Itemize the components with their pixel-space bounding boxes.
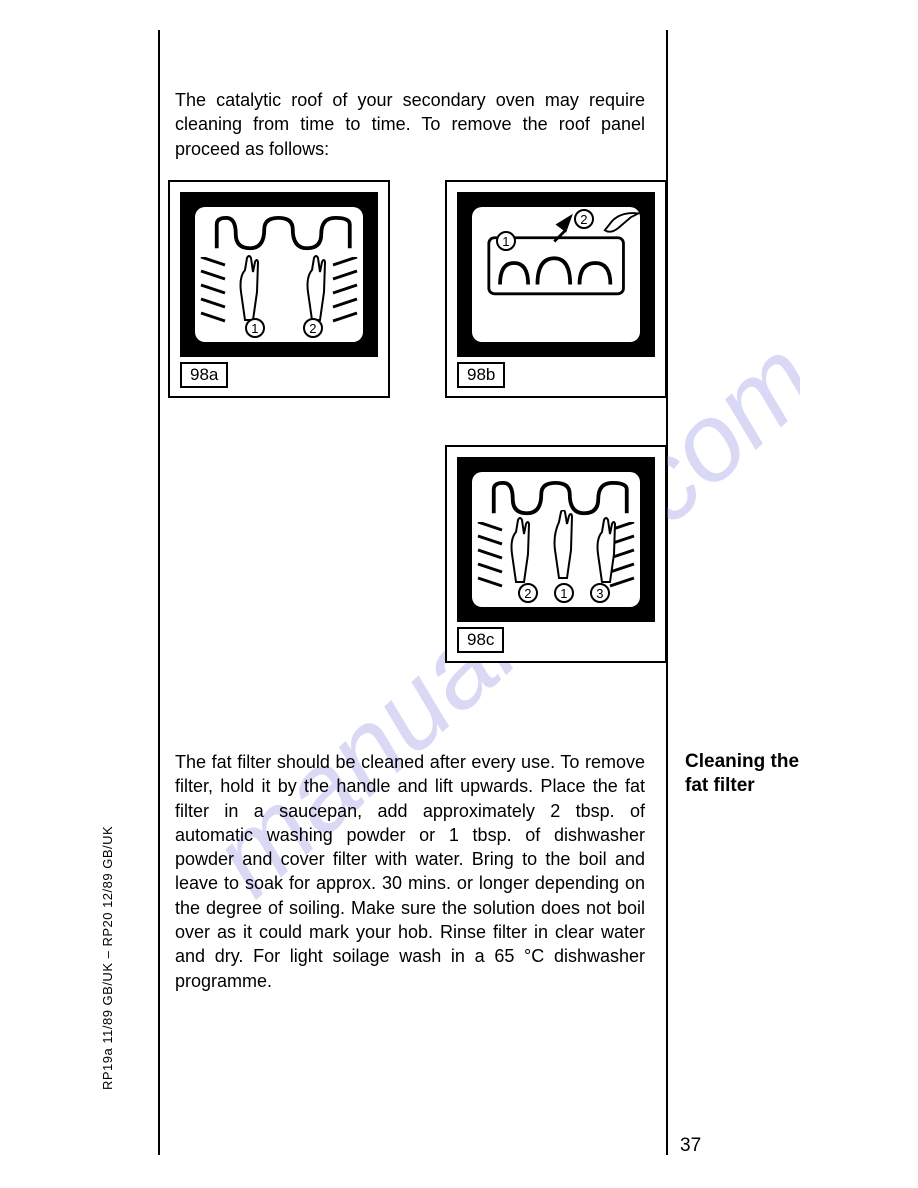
figure-label: 98b — [457, 362, 505, 388]
hand-icon — [590, 514, 620, 584]
figure-98a: 1 2 98a — [168, 180, 390, 398]
rack-left-icon — [199, 257, 227, 337]
hand-icon — [233, 252, 263, 322]
hand-icon — [547, 510, 577, 580]
panel-remove-icon — [472, 207, 640, 342]
callout-circle: 1 — [245, 318, 265, 338]
callout-circle: 2 — [518, 583, 538, 603]
figure-98b-image: 1 2 — [457, 192, 655, 357]
callout-circle: 2 — [303, 318, 323, 338]
hand-icon — [504, 514, 534, 584]
callout-circle: 3 — [590, 583, 610, 603]
fat-filter-paragraph: The fat filter should be cleaned after e… — [175, 750, 645, 993]
callout-circle: 2 — [574, 209, 594, 229]
figure-98b: 1 2 98b — [445, 180, 667, 398]
page-number: 37 — [680, 1135, 701, 1157]
callout-circle: 1 — [496, 231, 516, 251]
figure-label: 98a — [180, 362, 228, 388]
rack-left-icon — [476, 522, 504, 602]
section-heading: Cleaning the fat filter — [685, 750, 815, 798]
figure-98a-image: 1 2 — [180, 192, 378, 357]
hand-icon — [300, 252, 330, 322]
callout-circle: 1 — [554, 583, 574, 603]
heating-element-icon — [212, 215, 363, 253]
figure-98c-image: 2 1 3 — [457, 457, 655, 622]
figure-98c: 2 1 3 98c — [445, 445, 667, 663]
intro-paragraph: The catalytic roof of your secondary ove… — [175, 88, 645, 161]
spine-code: RP19a 11/89 GB/UK – RP20 12/89 GB/UK — [100, 826, 115, 1090]
figure-label: 98c — [457, 627, 504, 653]
rack-right-icon — [331, 257, 359, 337]
